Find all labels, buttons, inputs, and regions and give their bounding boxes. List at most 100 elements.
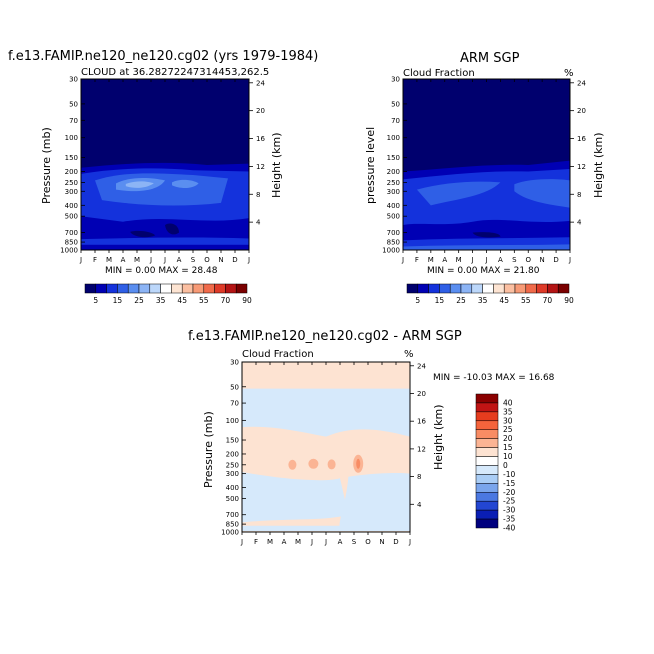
b-band-3 [242, 525, 410, 532]
b-colorbar-label: -15 [503, 479, 515, 488]
tr-x-tick-label: M [428, 256, 434, 264]
b-colorbar-swatch [475, 509, 499, 520]
b-colorbar-label: -10 [503, 470, 515, 479]
b-x-tick-label: J [240, 538, 243, 546]
tl-colorbar-swatch [106, 283, 118, 294]
tr-y2-tick-label: 4 [577, 219, 582, 227]
tl-colorbar-swatch [225, 283, 237, 294]
tr-y-tick-label: 50 [391, 100, 400, 108]
tl-colorbar-label: 5 [93, 296, 98, 305]
b-colorbar-swatch [475, 456, 499, 466]
tl-y-tick-label: 400 [65, 202, 78, 210]
tl-x-tick-label: N [218, 256, 223, 264]
tr-x-tick-label: J [568, 256, 571, 264]
tr-y2-tick-label: 24 [577, 79, 586, 87]
b-y-tick-label: 250 [226, 461, 239, 469]
tl-stats: MIN = 0.00 MAX = 28.48 [105, 266, 218, 276]
tl-colorbar-label: 70 [221, 296, 231, 305]
b-colorbar-swatch [475, 483, 499, 493]
b-colorbar-swatch [475, 411, 499, 422]
tl-x-tick-label: D [232, 256, 237, 264]
tl-y-tick-label: 500 [65, 213, 78, 221]
b-colorbar-label: 40 [503, 398, 513, 407]
tr-x-tick-label: J [471, 256, 474, 264]
b-y2-tick-label: 16 [417, 418, 426, 426]
tr-colorbar-swatch [536, 283, 548, 294]
b-y-tick-label: 500 [226, 495, 239, 503]
tr-contour-field [403, 79, 570, 250]
tl-colorbar-label: 25 [134, 296, 144, 305]
tl-band-8 [130, 230, 156, 238]
tl-colorbar-label: 55 [199, 296, 209, 305]
tl-colorbar-swatch [127, 283, 140, 294]
tl-x-tick-label: O [204, 256, 210, 264]
tl-x-tick-label: J [149, 256, 152, 264]
tl-contour-field [81, 79, 249, 250]
tl-x-tick-label: A [177, 256, 182, 264]
b-colorbar-swatch [475, 518, 499, 529]
tl-subtitle: CLOUD at 36.28272247314453,262.5 [81, 67, 269, 78]
tr-y2-tick-label: 20 [577, 107, 586, 115]
b-subtitle: Cloud Fraction [242, 349, 314, 360]
b-y-tick-label: 400 [226, 484, 239, 492]
b-y2-axis-title: Height (km) [432, 404, 445, 470]
b-y-tick-label: 850 [226, 521, 239, 529]
b-x-tick-label: S [352, 538, 357, 546]
tr-colorbar-label: 25 [456, 296, 466, 305]
b-colorbar-label: 35 [503, 407, 513, 416]
tl-colorbar-swatch [214, 283, 226, 294]
tl-y-tick-label: 850 [65, 239, 78, 247]
b-y-tick-label: 100 [226, 417, 239, 425]
b-colorbar-swatch [475, 500, 499, 511]
b-y-tick-label: 150 [226, 437, 239, 445]
tl-y2-tick-label: 24 [256, 79, 265, 87]
b-colorbar-label: -35 [503, 515, 515, 524]
tr-y-tick-label: 70 [391, 117, 400, 125]
b-x-tick-label: O [365, 538, 371, 546]
b-x-tick-label: D [393, 538, 398, 546]
b-peak-2 [308, 458, 319, 469]
tr-x-tick-label: N [540, 256, 545, 264]
tr-y-tick-label: 200 [387, 168, 400, 176]
b-x-tick-label: M [267, 538, 273, 546]
tl-colorbar-label: 35 [156, 296, 166, 305]
b-colorbar-swatch [475, 492, 499, 502]
b-x-tick-label: A [338, 538, 343, 546]
tl-y-tick-label: 700 [65, 229, 78, 237]
b-title: f.e13.FAMIP.ne120_ne120.cg02 - ARM SGP [188, 329, 462, 344]
tr-colorbar-label: 5 [415, 296, 420, 305]
tr-y-tick-label: 100 [387, 134, 400, 142]
tr-x-tick-label: A [498, 256, 503, 264]
tr-x-tick-label: J [484, 256, 487, 264]
b-unit: % [404, 349, 414, 360]
tl-y-tick-label: 250 [65, 179, 78, 187]
tl-y-tick-label: 30 [69, 76, 78, 84]
tl-colorbar-swatch [95, 283, 107, 294]
tl-colorbar-swatch [203, 283, 215, 294]
tl-colorbar-swatch [160, 283, 172, 294]
tr-colorbar-swatch [503, 283, 516, 294]
tl-colorbar-swatch [171, 283, 183, 294]
tl-colorbar-label: 90 [242, 296, 252, 305]
tl-y2-tick-label: 12 [256, 163, 265, 171]
b-colorbar-label: 15 [503, 443, 513, 452]
tl-colorbar-swatch [149, 283, 161, 294]
b-band-2 [339, 472, 410, 532]
tl-colorbar-swatch [138, 283, 151, 294]
b-colorbar-label: 0 [503, 461, 508, 470]
b-x-tick-label: M [295, 538, 301, 546]
tl-y-tick-label: 150 [65, 154, 78, 162]
b-colorbar-swatch [475, 465, 499, 475]
b-y-tick-label: 200 [226, 450, 239, 458]
tr-colorbar-swatch [460, 283, 473, 294]
tl-y2-tick-label: 20 [256, 107, 265, 115]
b-y-tick-label: 700 [226, 511, 239, 519]
b-colorbar-label: 10 [503, 452, 513, 461]
tr-title: ARM SGP [460, 51, 520, 66]
b-colorbar-label: -30 [503, 506, 515, 515]
tl-y2-tick-label: 16 [256, 135, 265, 143]
tl-y2-tick-label: 8 [256, 191, 260, 199]
b-colorbar-label: 20 [503, 434, 513, 443]
tr-colorbar-swatch [417, 283, 429, 294]
tl-x-tick-label: M [134, 256, 140, 264]
